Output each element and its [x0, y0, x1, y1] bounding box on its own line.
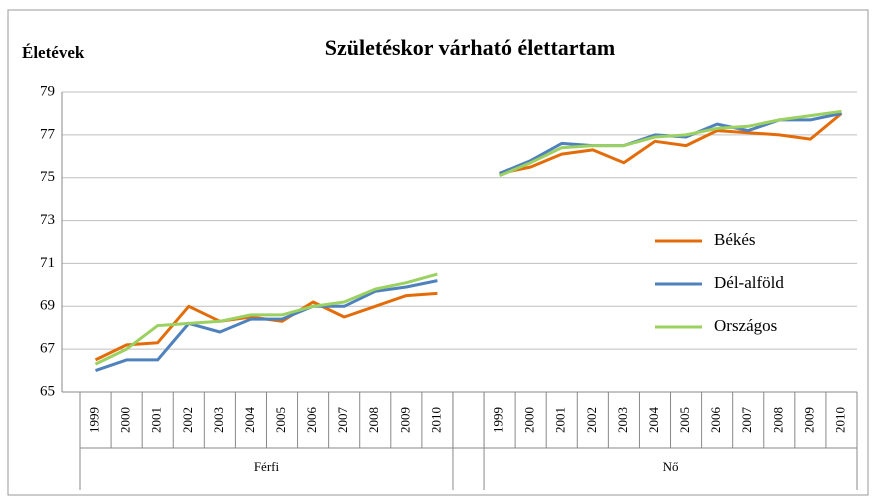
- x-tick-label: 2010: [832, 407, 847, 433]
- chart-title: Születéskor várható élettartam: [325, 35, 615, 60]
- x-tick-label: 2005: [677, 407, 692, 433]
- x-tick-label: 2000: [118, 407, 133, 433]
- x-tick-label: 2009: [801, 407, 816, 433]
- x-tick-label: 2006: [304, 407, 319, 434]
- x-tick-label: 2003: [211, 407, 226, 433]
- legend-label: Országos: [714, 316, 777, 335]
- legend-label: Békés: [714, 230, 756, 249]
- x-tick-label: 2010: [428, 407, 443, 433]
- group-label: Nő: [663, 459, 679, 474]
- x-tick-label: 2004: [646, 407, 661, 434]
- x-tick-label: 2000: [522, 407, 537, 433]
- x-tick-label: 2004: [242, 407, 257, 434]
- x-tick-label: 2008: [366, 407, 381, 433]
- x-tick-label: 2009: [397, 407, 412, 433]
- y-tick-label: 69: [40, 298, 55, 314]
- y-tick-label: 79: [40, 83, 55, 99]
- x-tick-label: 2007: [739, 407, 754, 434]
- y-tick-label: 77: [40, 126, 56, 142]
- group-label: Férfi: [254, 459, 280, 474]
- x-tick-label: 2001: [553, 407, 568, 433]
- chart-border: [7, 9, 869, 496]
- y-axis-label: Életévek: [22, 43, 85, 62]
- x-tick-label: 1999: [87, 407, 102, 433]
- x-tick-label: 2007: [335, 407, 350, 434]
- x-tick-label: 2001: [149, 407, 164, 433]
- x-tick-label: 2002: [584, 407, 599, 433]
- x-tick-label: 2003: [615, 407, 630, 433]
- y-tick-label: 71: [40, 255, 55, 271]
- x-tick-label: 2005: [273, 407, 288, 433]
- x-tick-label: 2008: [770, 407, 785, 433]
- x-tick-label: 2006: [708, 407, 723, 434]
- y-tick-label: 75: [40, 169, 55, 185]
- x-tick-label: 1999: [491, 407, 506, 433]
- y-tick-label: 73: [40, 212, 55, 228]
- x-tick-label: 2002: [180, 407, 195, 433]
- series-line: [94, 109, 842, 366]
- legend-label: Dél-alföld: [714, 273, 784, 292]
- y-tick-label: 65: [40, 383, 55, 399]
- y-tick-label: 67: [40, 341, 56, 357]
